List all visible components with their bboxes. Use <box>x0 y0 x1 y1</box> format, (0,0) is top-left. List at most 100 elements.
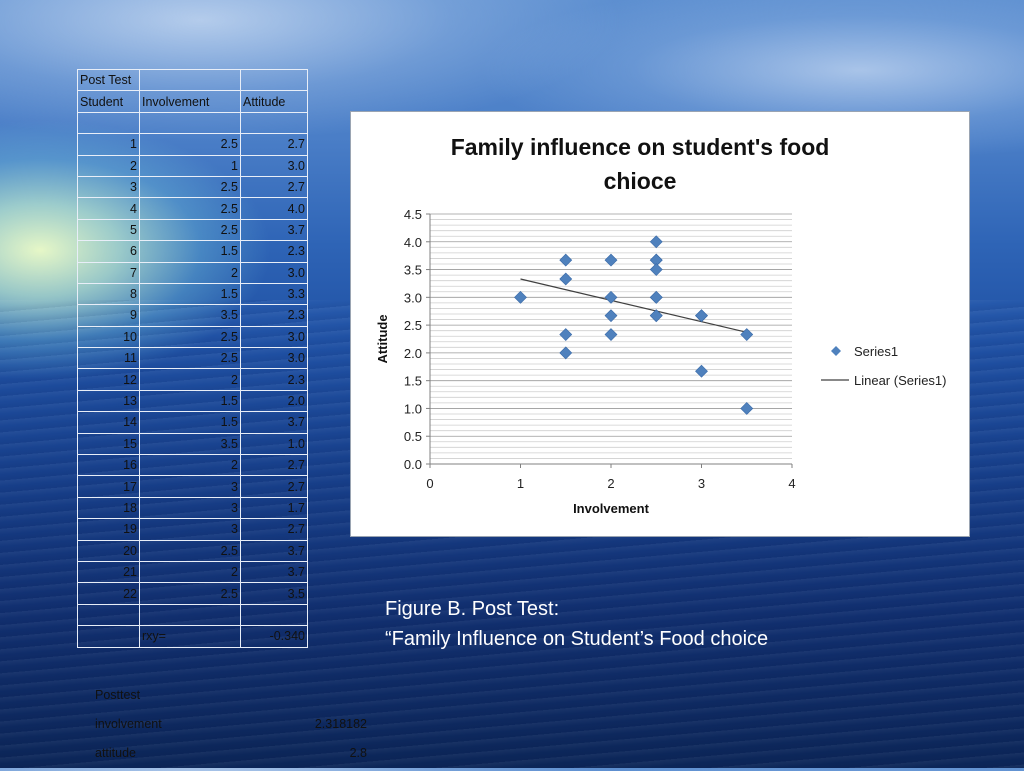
cell-attitude: 2.7 <box>240 518 308 541</box>
summary-label: attitude <box>95 746 137 760</box>
header-attitude: Attitude <box>240 90 308 113</box>
cell-attitude: 4.0 <box>240 197 308 220</box>
chart-title: chioce <box>604 168 677 194</box>
table-blank-row <box>77 111 308 135</box>
data-point <box>559 346 573 360</box>
caption-line-1: Figure B. Post Test: <box>385 598 560 620</box>
cell-attitude: 3.5 <box>240 582 308 605</box>
summary-row: involvement 2.318182 <box>95 713 367 742</box>
cell-student: 13 <box>77 389 140 413</box>
data-point <box>649 235 663 249</box>
legend-label-linear: Linear (Series1) <box>854 373 947 388</box>
data-point <box>604 253 618 267</box>
data-point <box>695 309 708 323</box>
cell-student: 1 <box>77 133 140 156</box>
summary-label: involvement <box>95 717 162 731</box>
y-tick-label: 1.0 <box>404 401 422 416</box>
cell-attitude: 2.7 <box>240 175 308 199</box>
data-point <box>604 290 618 304</box>
cell-student: 21 <box>77 560 140 584</box>
cell-involvement: 2 <box>139 368 241 391</box>
data-point <box>604 328 618 341</box>
cell-attitude: 3.7 <box>240 218 308 242</box>
table-row: 21 2 3.7 <box>77 560 308 584</box>
cell-attitude: 3.0 <box>240 154 308 177</box>
cell-student: 7 <box>77 261 140 284</box>
table-row: 9 3.5 2.3 <box>77 304 308 327</box>
figure-caption: Figure B. Post Test: “Family Influence o… <box>385 594 768 654</box>
cell-attitude: 2.7 <box>240 133 308 156</box>
cell-attitude: 3.0 <box>240 325 308 349</box>
table-row: 15 3.5 1.0 <box>77 432 308 456</box>
data-point <box>740 328 754 341</box>
data-point <box>649 290 663 304</box>
data-point <box>740 402 754 415</box>
y-tick-label: 4.0 <box>404 235 422 250</box>
cell-student: 4 <box>77 197 140 220</box>
table-row: 5 2.5 3.7 <box>77 218 308 242</box>
x-tick-label: 3 <box>698 476 705 491</box>
cell-attitude: 3.0 <box>240 347 308 370</box>
cell-attitude: 3.7 <box>240 411 308 434</box>
cell-student: 10 <box>77 325 140 349</box>
caption-line-2: “Family Influence on Student’s Food choi… <box>385 628 769 650</box>
cell-attitude: 2.7 <box>240 475 308 498</box>
y-tick-label: 1.5 <box>404 374 422 389</box>
table-row: 13 1.5 2.0 <box>77 389 308 413</box>
empty-cell <box>240 68 308 92</box>
y-tick-label: 2.0 <box>404 346 422 361</box>
cell-student: 14 <box>77 411 140 434</box>
x-axis-label: Involvement <box>573 501 650 516</box>
summary-block: Posttest involvement 2.318182 attitude 2… <box>95 684 367 771</box>
header-involvement: Involvement <box>139 90 241 113</box>
x-tick-label: 4 <box>788 476 795 491</box>
data-table: Post Test Student Involvement Attitude 1… <box>77 68 308 648</box>
cell-involvement: 1 <box>139 154 241 177</box>
x-tick-label: 1 <box>517 476 524 491</box>
y-tick-label: 4.5 <box>404 207 422 222</box>
cell-involvement: 1.5 <box>139 240 241 263</box>
table-row: 14 1.5 3.7 <box>77 411 308 434</box>
cell-student: 12 <box>77 368 140 391</box>
table-title-row: Post Test <box>77 68 308 92</box>
cell-involvement: 2.5 <box>139 539 241 562</box>
table-row: 12 2 2.3 <box>77 368 308 391</box>
cell-student: 9 <box>77 304 140 327</box>
cell-involvement: 3 <box>139 475 241 498</box>
table-row: 19 3 2.7 <box>77 518 308 541</box>
cell-involvement: 1.5 <box>139 282 241 306</box>
cell-student: 18 <box>77 496 140 520</box>
data-point <box>604 309 618 323</box>
empty-cell <box>240 603 308 627</box>
cell-involvement: 2 <box>139 454 241 477</box>
cell-involvement: 2.5 <box>139 175 241 199</box>
cell-involvement: 1.5 <box>139 389 241 413</box>
table-row: 10 2.5 3.0 <box>77 325 308 349</box>
empty-cell <box>139 68 241 92</box>
data-point <box>695 364 708 378</box>
legend-marker-series1 <box>831 346 841 356</box>
rxy-label: rxy= <box>139 625 241 648</box>
table-row: 7 2 3.0 <box>77 261 308 284</box>
cell-involvement: 2 <box>139 560 241 584</box>
rxy-value: -0.340 <box>240 625 308 648</box>
cell-involvement: 1.5 <box>139 411 241 434</box>
table-row: 16 2 2.7 <box>77 454 308 477</box>
cell-attitude: 2.3 <box>240 368 308 391</box>
chart-title: Family influence on student's food <box>451 134 830 160</box>
table-title: Post Test <box>77 68 140 92</box>
header-student: Student <box>77 90 140 113</box>
table-row: 11 2.5 3.0 <box>77 347 308 370</box>
cell-involvement: 2.5 <box>139 325 241 349</box>
cell-attitude: 3.7 <box>240 560 308 584</box>
y-tick-label: 0.5 <box>404 429 422 444</box>
table-row: 17 3 2.7 <box>77 475 308 498</box>
table-blank-row <box>77 603 308 627</box>
table-row: 22 2.5 3.5 <box>77 582 308 605</box>
empty-cell <box>77 111 140 135</box>
cell-attitude: 1.7 <box>240 496 308 520</box>
summary-row: attitude 2.8 <box>95 742 367 771</box>
cell-student: 16 <box>77 454 140 477</box>
cell-involvement: 2.5 <box>139 133 241 156</box>
cell-involvement: 3.5 <box>139 432 241 456</box>
